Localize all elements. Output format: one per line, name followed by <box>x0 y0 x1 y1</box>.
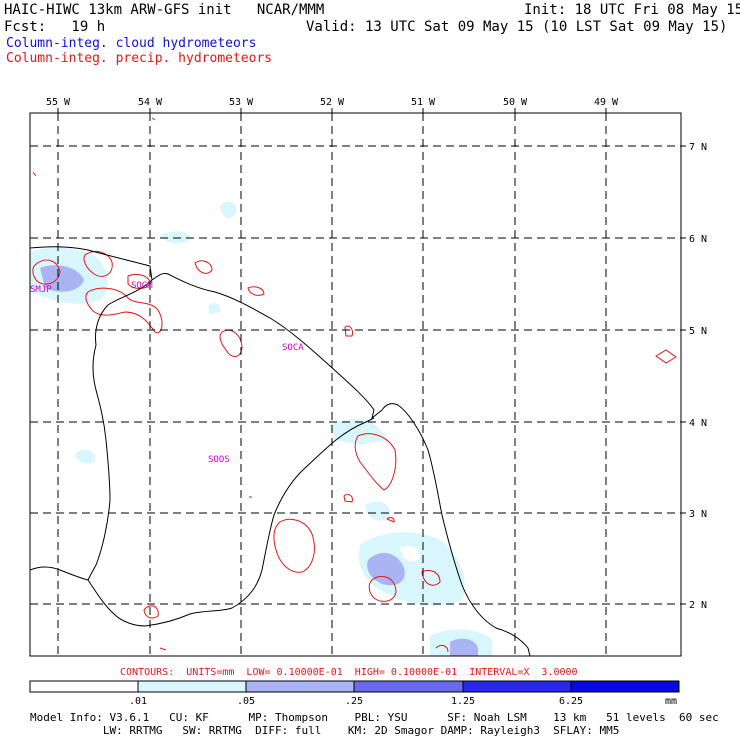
lat-label-7n: 7 N <box>689 142 707 153</box>
lon-label-51w: 51 W <box>411 97 436 108</box>
colorbar-label-2: .25 <box>345 696 363 707</box>
model-info-line1: Model Info: V3.6.1 CU: KF MP: Thompson P… <box>30 711 719 724</box>
coastline <box>30 246 531 656</box>
colorbar-label-3: 1.25 <box>451 696 475 707</box>
colorbar-label-4: 6.25 <box>559 696 583 707</box>
station-soos: SOOS <box>208 455 230 465</box>
lon-label-53w: 53 W <box>229 97 254 108</box>
precip-legend-label: Column-integ. precip. hydrometeors <box>6 51 273 66</box>
lon-label-55w: 55 W <box>46 97 71 108</box>
station-sogm: SOGM <box>131 281 153 291</box>
station-smjp: SMJP <box>30 285 52 295</box>
lon-label-52w: 52 W <box>320 97 345 108</box>
lat-label-4n: 4 N <box>689 418 707 429</box>
lon-label-49w: 49 W <box>594 97 619 108</box>
lon-label-50w: 50 W <box>503 97 528 108</box>
colorbar-label-1: .05 <box>237 696 255 707</box>
model-info-line2: LW: RRTMG SW: RRTMG DIFF: full KM: 2D Sm… <box>30 724 620 737</box>
lat-label-6n: 6 N <box>689 234 707 245</box>
valid-time: Valid: 13 UTC Sat 09 May 15 (10 LST Sat … <box>306 19 728 35</box>
lat-label-5n: 5 N <box>689 326 707 337</box>
lat-lon-grid <box>30 113 681 656</box>
lat-label-2n: 2 N <box>689 600 707 611</box>
precip-contours <box>32 117 677 653</box>
model-title: HAIC-HIWC 13km ARW-GFS init NCAR/MMM <box>4 2 325 18</box>
lat-label-3n: 3 N <box>689 509 707 520</box>
lon-label-54w: 54 W <box>138 97 163 108</box>
contours-info: CONTOURS: UNITS=mm LOW= 0.10000E-01 HIGH… <box>120 667 578 678</box>
forecast-hour: Fcst: 19 h <box>4 19 106 35</box>
axis-ticks <box>57 108 686 605</box>
init-time: Init: 18 UTC Fri 08 May 15 <box>524 2 740 18</box>
cloud-hydrometeor-field <box>30 201 492 656</box>
colorbar <box>29 680 680 693</box>
station-soca: SOCA <box>282 343 304 353</box>
cloud-legend-label: Column-integ. cloud hydrometeors <box>6 36 257 51</box>
map-frame <box>29 112 682 657</box>
colorbar-unit: mm <box>665 696 677 707</box>
colorbar-label-0: .01 <box>129 696 147 707</box>
